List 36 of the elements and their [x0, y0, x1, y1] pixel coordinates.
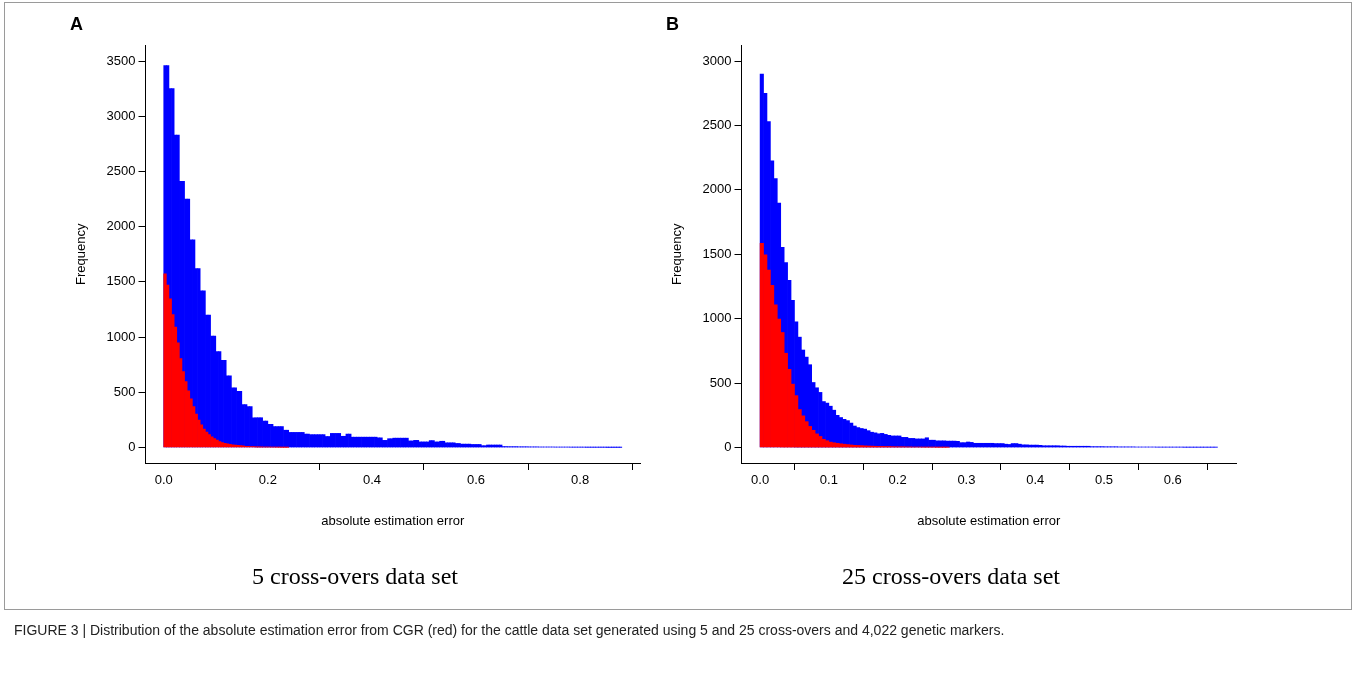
x-tick-label: 0.4: [1026, 472, 1045, 488]
chart-title: B: [666, 13, 679, 34]
y-tick-label: 2500: [106, 163, 136, 179]
x-axis-title: absolute estimation error: [321, 512, 465, 528]
y-tick-label: 1000: [106, 328, 136, 344]
y-axis-title: Frequency: [669, 223, 685, 286]
y-tick-label: 500: [113, 383, 136, 399]
y-tick-label: 0: [724, 439, 732, 455]
x-tick-label: 0.0: [154, 472, 173, 488]
x-tick-label: 0.1: [819, 472, 838, 488]
text: 5 cross-overs data set: [252, 562, 459, 589]
x-tick-label: 0.2: [258, 472, 277, 488]
x-tick-label: 0.2: [888, 472, 907, 488]
y-tick-label: 2000: [702, 181, 732, 197]
x-tick-label: 0.0: [751, 472, 770, 488]
caption: FIGURE 3 | Distribution of the absolute estimation error from CGR (red) for the cattle data set generated using 5 and 25 cross-overs and 4,022 genetic markers.: [14, 621, 1006, 640]
y-tick-label: 1500: [702, 245, 732, 261]
x-tick-label: 0.4: [362, 472, 381, 488]
y-axis-title: Frequency: [73, 223, 89, 286]
y-tick-label: 1500: [106, 273, 136, 289]
y-tick-label: 3000: [702, 52, 732, 68]
x-axis-title: absolute estimation error: [917, 512, 1061, 528]
x-tick-label: 0.5: [1094, 472, 1113, 488]
y-tick-label: 3500: [106, 52, 136, 68]
y-tick-label: 3000: [106, 107, 136, 123]
chart-title: A: [70, 13, 83, 34]
x-tick-label: 0.6: [1163, 472, 1182, 488]
y-tick-label: 2000: [106, 218, 136, 234]
y-tick-label: 2500: [702, 117, 732, 133]
x-tick-label: 0.8: [571, 472, 590, 488]
y-tick-label: 0: [128, 439, 136, 455]
y-tick-label: 500: [709, 374, 732, 390]
y-tick-label: 1000: [702, 310, 732, 326]
x-tick-label: 0.3: [957, 472, 976, 488]
x-tick-label: 0.6: [467, 472, 486, 488]
text: 25 cross-overs data set: [842, 562, 1061, 589]
